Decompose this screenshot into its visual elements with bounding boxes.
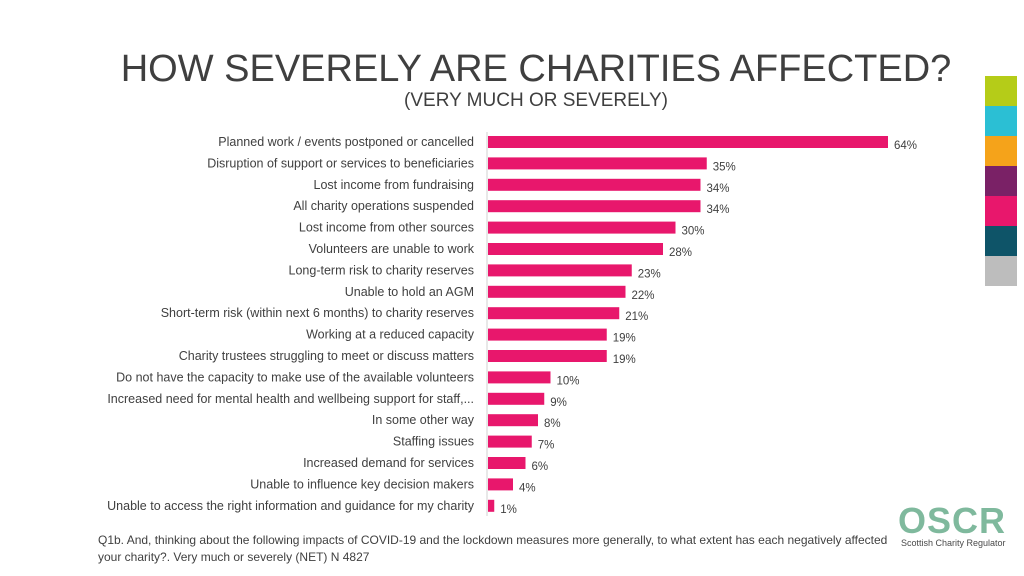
category-label: Unable to access the right information a… bbox=[107, 499, 475, 513]
value-label: 19% bbox=[613, 333, 636, 345]
bar bbox=[488, 457, 526, 469]
bar bbox=[488, 243, 663, 255]
bar bbox=[488, 414, 538, 427]
category-label: Volunteers are unable to work bbox=[309, 242, 475, 256]
bar bbox=[488, 499, 495, 512]
category-label: Working at a reduced capacity bbox=[306, 328, 475, 342]
chart-subtitle: (VERY MUCH OR SEVERELY) bbox=[404, 90, 668, 111]
bar bbox=[488, 200, 701, 213]
footnote: Q1b. And, thinking about the following i… bbox=[98, 533, 888, 564]
value-label: 8% bbox=[544, 418, 561, 430]
color-stripe bbox=[985, 106, 1017, 136]
bar bbox=[488, 136, 888, 148]
bar bbox=[488, 371, 551, 384]
value-label: 4% bbox=[519, 482, 536, 494]
value-label: 19% bbox=[613, 354, 636, 366]
bar bbox=[488, 478, 513, 491]
bar bbox=[488, 350, 607, 362]
category-label: Short-term risk (within next 6 months) t… bbox=[161, 306, 474, 320]
value-label: 34% bbox=[707, 183, 730, 195]
category-label: Staffing issues bbox=[393, 435, 474, 449]
bar bbox=[488, 392, 545, 405]
logo-tagline: Scottish Charity Regulator bbox=[901, 538, 1006, 548]
value-label: 9% bbox=[550, 397, 567, 409]
category-label: Charity trustees struggling to meet or d… bbox=[179, 349, 474, 363]
value-label: 21% bbox=[625, 311, 648, 323]
oscr-logo: OSCR bbox=[898, 500, 1007, 541]
color-stripe bbox=[985, 256, 1017, 286]
category-label: Lost income from fundraising bbox=[314, 178, 475, 192]
category-label: Unable to influence key decision makers bbox=[250, 477, 474, 491]
bar bbox=[488, 328, 607, 341]
bar bbox=[488, 307, 620, 320]
color-stripe bbox=[985, 196, 1017, 226]
bar bbox=[488, 264, 632, 277]
category-label: Increased demand for services bbox=[303, 456, 474, 470]
bar bbox=[488, 285, 626, 298]
category-label: In some other way bbox=[372, 413, 475, 427]
bar bbox=[488, 178, 701, 191]
bar bbox=[488, 435, 532, 448]
category-label: Increased need for mental health and wel… bbox=[107, 392, 474, 406]
value-label: 10% bbox=[557, 375, 580, 387]
value-label: 28% bbox=[669, 247, 692, 259]
value-label: 1% bbox=[500, 504, 517, 516]
category-label: Unable to hold an AGM bbox=[345, 285, 474, 299]
category-label: Long-term risk to charity reserves bbox=[289, 263, 474, 277]
color-stripe bbox=[985, 136, 1017, 166]
category-label: Disruption of support or services to ben… bbox=[207, 156, 474, 170]
color-stripe bbox=[985, 76, 1017, 106]
bar bbox=[488, 221, 676, 234]
category-label: Lost income from other sources bbox=[299, 221, 474, 235]
value-label: 23% bbox=[638, 268, 661, 280]
value-label: 6% bbox=[532, 461, 549, 473]
color-stripe bbox=[985, 226, 1017, 256]
category-label: All charity operations suspended bbox=[293, 199, 474, 213]
value-label: 35% bbox=[713, 161, 736, 173]
chart-title: HOW SEVERELY ARE CHARITIES AFFECTED? bbox=[120, 48, 952, 90]
value-label: 30% bbox=[682, 226, 705, 238]
bar bbox=[488, 157, 707, 170]
value-label: 34% bbox=[707, 204, 730, 216]
category-label: Planned work / events postponed or cance… bbox=[218, 135, 474, 149]
value-label: 22% bbox=[632, 290, 655, 302]
value-label: 64% bbox=[894, 140, 917, 152]
category-label: Do not have the capacity to make use of … bbox=[116, 370, 474, 384]
value-label: 7% bbox=[538, 440, 555, 452]
color-stripe bbox=[985, 166, 1017, 196]
